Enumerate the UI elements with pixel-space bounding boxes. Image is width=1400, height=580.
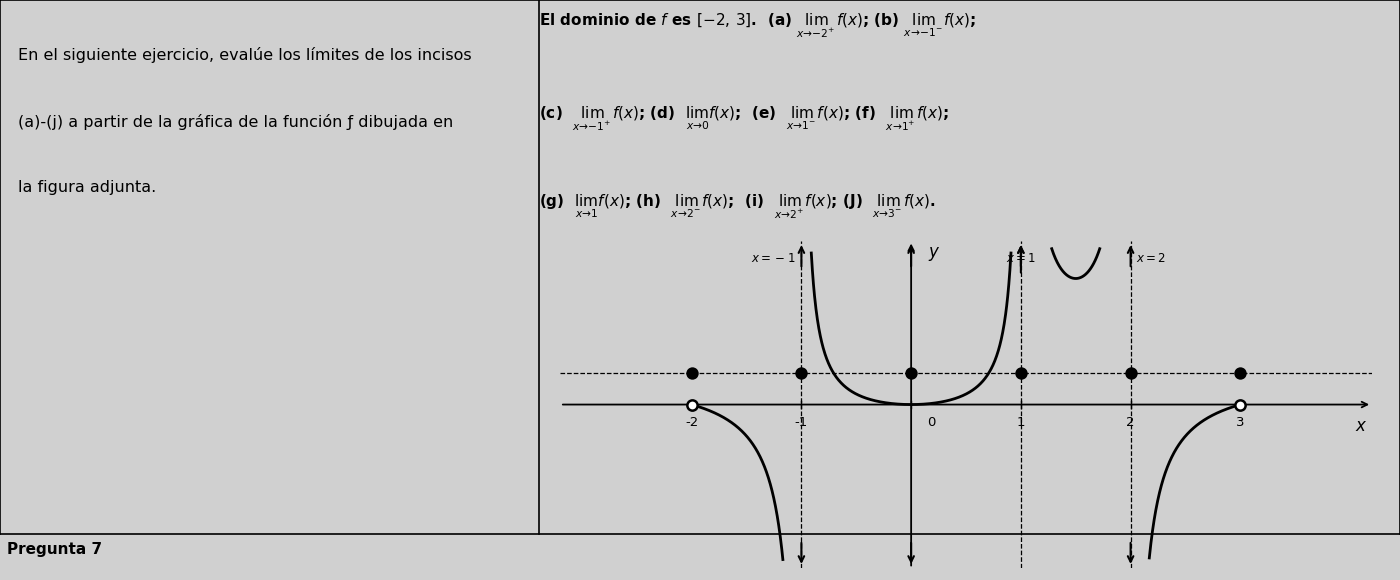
Point bbox=[1120, 368, 1142, 378]
Point bbox=[900, 368, 923, 378]
Text: -1: -1 bbox=[795, 416, 808, 429]
Text: $x=2$: $x=2$ bbox=[1135, 252, 1166, 264]
Text: Pregunta 7: Pregunta 7 bbox=[7, 542, 102, 557]
Text: -2: -2 bbox=[685, 416, 699, 429]
Text: $y$: $y$ bbox=[928, 245, 939, 263]
Text: $x=-1$: $x=-1$ bbox=[752, 252, 797, 264]
Text: 3: 3 bbox=[1236, 416, 1245, 429]
Point bbox=[680, 400, 703, 409]
Point bbox=[790, 368, 812, 378]
Text: (c)  $\lim_{x\to -1^+}f(x)$; (d)  $\lim_{x\to 0}f(x)$;  (e)  $\lim_{x\to 1^-}f(x: (c) $\lim_{x\to -1^+}f(x)$; (d) $\lim_{x… bbox=[539, 104, 949, 133]
Text: En el siguiente ejercicio, evalúe los límites de los incisos: En el siguiente ejercicio, evalúe los lí… bbox=[17, 48, 472, 63]
Text: $x$: $x$ bbox=[1355, 417, 1368, 435]
Point bbox=[1229, 368, 1252, 378]
Text: 0: 0 bbox=[927, 416, 935, 429]
Text: (g)  $\lim_{x\to 1}f(x)$; (h)  $\lim_{x\to 2^-}f(x)$;  (i)  $\lim_{x\to 2^+}f(x): (g) $\lim_{x\to 1}f(x)$; (h) $\lim_{x\to… bbox=[539, 193, 935, 221]
Text: $x=1$: $x=1$ bbox=[1005, 252, 1036, 264]
Text: 1: 1 bbox=[1016, 416, 1025, 429]
Text: (a)-(j) a partir de la gráfica de la función ƒ dibujada en: (a)-(j) a partir de la gráfica de la fun… bbox=[17, 114, 452, 130]
Point bbox=[1229, 400, 1252, 409]
Text: El dominio de $f$ es $[-2,\,3]$.  (a) $\lim_{x\to -2^+}f(x)$; (b) $\lim_{x\to -1: El dominio de $f$ es $[-2,\,3]$. (a) $\l… bbox=[539, 12, 976, 40]
Point bbox=[680, 368, 703, 378]
Point bbox=[1009, 368, 1032, 378]
Text: la figura adjunta.: la figura adjunta. bbox=[17, 180, 155, 195]
Text: 2: 2 bbox=[1127, 416, 1135, 429]
